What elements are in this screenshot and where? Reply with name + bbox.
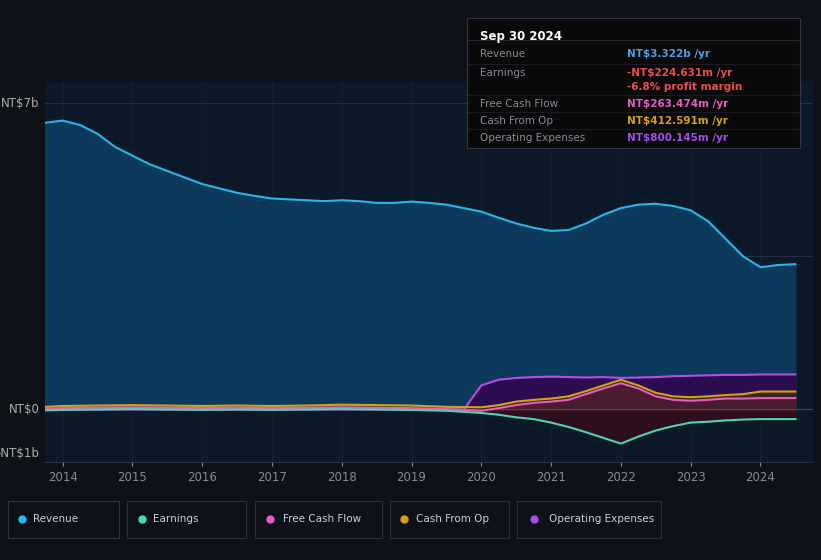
Text: NT$0: NT$0 [8, 403, 39, 416]
Text: Free Cash Flow: Free Cash Flow [480, 99, 558, 109]
Text: -NT$224.631m /yr: -NT$224.631m /yr [627, 68, 732, 78]
Text: NT$7b: NT$7b [1, 96, 39, 110]
Text: -6.8% profit margin: -6.8% profit margin [627, 82, 742, 92]
Text: NT$263.474m /yr: NT$263.474m /yr [627, 99, 728, 109]
Text: -NT$1b: -NT$1b [0, 447, 39, 460]
Text: Free Cash Flow: Free Cash Flow [282, 515, 360, 524]
Text: Revenue: Revenue [33, 515, 78, 524]
Text: Operating Expenses: Operating Expenses [549, 515, 654, 524]
Text: Cash From Op: Cash From Op [416, 515, 489, 524]
Text: NT$800.145m /yr: NT$800.145m /yr [627, 133, 728, 143]
Text: Earnings: Earnings [154, 515, 199, 524]
Text: NT$3.322b /yr: NT$3.322b /yr [627, 49, 710, 59]
Text: Revenue: Revenue [480, 49, 525, 59]
Text: Earnings: Earnings [480, 68, 525, 78]
Text: Operating Expenses: Operating Expenses [480, 133, 585, 143]
Text: Sep 30 2024: Sep 30 2024 [480, 30, 562, 43]
Text: NT$412.591m /yr: NT$412.591m /yr [627, 116, 727, 125]
Text: Cash From Op: Cash From Op [480, 116, 553, 125]
